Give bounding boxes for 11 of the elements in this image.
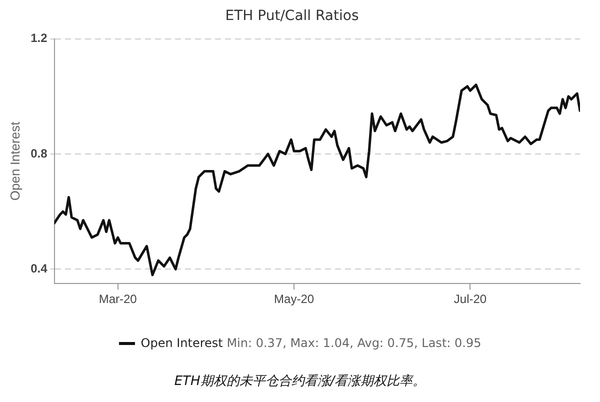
x-tick-label: Mar-20	[98, 292, 138, 306]
text: Min: 0.37, Max: 1.04, Avg: 0.75, Last: 0.95	[226, 336, 482, 350]
text: ETH期权的未平仓合约看涨/看涨期权比率。	[173, 373, 427, 390]
y-tick-label: 1.2	[30, 31, 48, 46]
y-axis-title: Open Interest	[7, 121, 22, 201]
chart-title: ETH Put/Call Ratios	[225, 8, 359, 24]
y-tick-label: 0.8	[30, 146, 48, 160]
x-tick-label: Jul-20	[454, 292, 487, 306]
y-tick-label: 0.4	[30, 262, 48, 276]
x-tick-label: May-20	[274, 292, 314, 306]
legend-label: Open Interest	[140, 336, 223, 350]
